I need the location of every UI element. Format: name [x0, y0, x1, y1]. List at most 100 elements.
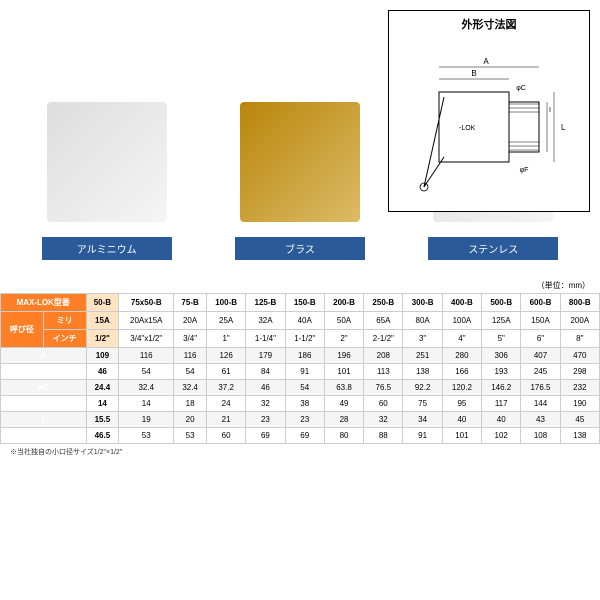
- data-cell: 38: [285, 396, 324, 412]
- mm-cell: 65A: [364, 312, 403, 330]
- data-cell: 63.8: [324, 380, 363, 396]
- unit-label: （単位：mm）: [0, 280, 600, 291]
- data-cell: 407: [521, 348, 560, 364]
- data-cell: 14: [119, 396, 174, 412]
- data-cell: 43: [521, 412, 560, 428]
- svg-text:I: I: [549, 107, 551, 114]
- data-cell: 40: [442, 412, 481, 428]
- svg-text:-LOK: -LOK: [459, 125, 476, 132]
- row-label: L: [1, 428, 87, 444]
- data-cell: 32.4: [174, 380, 207, 396]
- model-header: MAX-LOK型番: [1, 294, 87, 312]
- mm-cell: 100A: [442, 312, 481, 330]
- col-header: 500-B: [482, 294, 521, 312]
- product-image: [47, 102, 167, 222]
- data-cell: 117: [482, 396, 521, 412]
- data-cell: 208: [364, 348, 403, 364]
- diagram-title: 外形寸法図: [389, 11, 589, 37]
- data-cell: 470: [560, 348, 599, 364]
- data-cell: 23: [285, 412, 324, 428]
- data-cell: 37.2: [206, 380, 245, 396]
- data-cell: 298: [560, 364, 599, 380]
- data-cell: 245: [521, 364, 560, 380]
- mm-cell: 15A: [86, 312, 119, 330]
- svg-text:A: A: [483, 57, 489, 66]
- data-cell: 138: [403, 364, 442, 380]
- inch-cell: 3/4": [174, 330, 207, 348]
- product-image: [240, 102, 360, 222]
- data-cell: 108: [521, 428, 560, 444]
- data-cell: 32: [246, 396, 285, 412]
- data-cell: 46: [246, 380, 285, 396]
- data-cell: 60: [364, 396, 403, 412]
- data-cell: 40: [482, 412, 521, 428]
- data-cell: 101: [442, 428, 481, 444]
- col-header: 100-B: [206, 294, 245, 312]
- col-header: 75x50-B: [119, 294, 174, 312]
- inch-cell: 1/2": [86, 330, 119, 348]
- col-header: 150-B: [285, 294, 324, 312]
- data-cell: 49: [324, 396, 363, 412]
- spec-table: MAX-LOK型番50-B75x50-B75-B100-B125-B150-B2…: [0, 293, 600, 444]
- product-label: ステンレス: [428, 237, 558, 260]
- data-cell: 19: [119, 412, 174, 428]
- data-cell: 18: [174, 396, 207, 412]
- data-cell: 91: [403, 428, 442, 444]
- diagram-drawing: A B φC φF L I -LOK: [389, 37, 589, 207]
- inch-header: インチ: [43, 330, 86, 348]
- inch-cell: 8": [560, 330, 599, 348]
- inch-cell: 1-1/2": [285, 330, 324, 348]
- data-cell: 23: [246, 412, 285, 428]
- data-cell: 32: [364, 412, 403, 428]
- data-cell: 196: [324, 348, 363, 364]
- col-header: 50-B: [86, 294, 119, 312]
- mm-header: ミリ: [43, 312, 86, 330]
- data-cell: 24.4: [86, 380, 119, 396]
- inch-cell: 4": [442, 330, 481, 348]
- data-cell: 24: [206, 396, 245, 412]
- col-header: 600-B: [521, 294, 560, 312]
- product-label: ブラス: [235, 237, 365, 260]
- data-cell: 88: [364, 428, 403, 444]
- data-cell: 76.5: [364, 380, 403, 396]
- data-cell: 45: [560, 412, 599, 428]
- data-cell: 306: [482, 348, 521, 364]
- data-cell: 21: [206, 412, 245, 428]
- data-cell: 92.2: [403, 380, 442, 396]
- inch-cell: 5": [482, 330, 521, 348]
- data-cell: 54: [285, 380, 324, 396]
- data-cell: 80: [324, 428, 363, 444]
- data-cell: 46: [86, 364, 119, 380]
- data-cell: 109: [86, 348, 119, 364]
- data-cell: 186: [285, 348, 324, 364]
- data-cell: 251: [403, 348, 442, 364]
- data-cell: 46.5: [86, 428, 119, 444]
- col-header: 125-B: [246, 294, 285, 312]
- data-cell: 120.2: [442, 380, 481, 396]
- mm-cell: 125A: [482, 312, 521, 330]
- svg-text:B: B: [471, 69, 476, 78]
- data-cell: 95: [442, 396, 481, 412]
- inch-cell: 3": [403, 330, 442, 348]
- col-header: 200-B: [324, 294, 363, 312]
- product-label: アルミニウム: [42, 237, 172, 260]
- inch-cell: 2": [324, 330, 363, 348]
- data-cell: 32.4: [119, 380, 174, 396]
- row-label: A: [1, 348, 87, 364]
- svg-text:φC: φC: [516, 85, 526, 92]
- col-header: 300-B: [403, 294, 442, 312]
- data-cell: 60: [206, 428, 245, 444]
- row-label: φF: [1, 396, 87, 412]
- data-cell: 54: [119, 364, 174, 380]
- mm-cell: 25A: [206, 312, 245, 330]
- data-cell: 54: [174, 364, 207, 380]
- col-header: 400-B: [442, 294, 481, 312]
- data-cell: 193: [482, 364, 521, 380]
- data-cell: 146.2: [482, 380, 521, 396]
- data-cell: 14: [86, 396, 119, 412]
- mm-cell: 20Ax15A: [119, 312, 174, 330]
- data-cell: 53: [119, 428, 174, 444]
- col-header: 800-B: [560, 294, 599, 312]
- data-cell: 28: [324, 412, 363, 428]
- size-header: 呼び径: [1, 312, 44, 348]
